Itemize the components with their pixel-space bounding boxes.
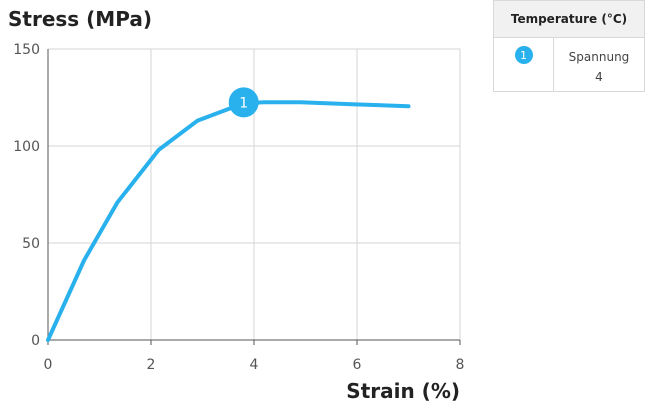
x-tick-label: 4 [250,357,259,373]
x-tick-label: 8 [456,357,465,373]
legend-text-cell: Spannung 4 [554,38,644,92]
annotation-label: 1 [239,95,248,111]
x-tick-label: 6 [353,357,362,373]
legend-marker: 1 [514,46,533,64]
series-line [46,100,411,342]
legend-value: 4 [595,70,603,84]
x-tick-label: 2 [147,357,156,373]
series-layer [46,100,411,342]
annotation-layer: 1 [228,87,259,118]
legend-series-name: Spannung [568,50,630,64]
legend-header: Temperature (°C) [494,1,644,38]
legend-table: Temperature (°C) 1 Spannung 4 [493,0,645,92]
legend-row: 1 Spannung 4 [494,38,644,92]
x-axis-title: Strain (%) [346,379,460,403]
y-axis-title: Stress (MPa) [8,7,152,31]
tick-label-layer: 0 50 100 150 0 2 4 6 8 [13,42,464,373]
x-tick-label: 0 [44,357,53,373]
axis-layer [47,49,461,345]
y-tick-label: 100 [13,139,40,155]
grid-layer [48,48,461,340]
y-tick-label: 50 [22,236,40,252]
y-tick-label: 150 [13,42,40,58]
y-tick-label: 0 [31,333,40,349]
legend-marker-cell: 1 [494,38,554,92]
annotation-marker [228,87,259,118]
